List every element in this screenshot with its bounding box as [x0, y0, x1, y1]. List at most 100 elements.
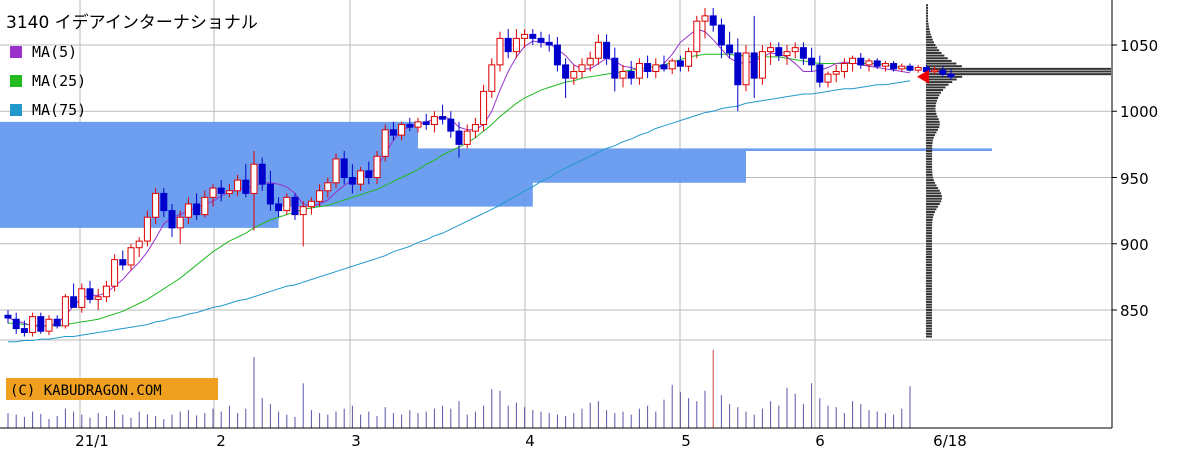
candle-body: [693, 20, 701, 53]
candle-body: [701, 15, 709, 22]
y-tick-label: 850: [1120, 302, 1149, 320]
candle-body: [635, 63, 643, 79]
profile-bar: [926, 41, 934, 44]
candle-body: [193, 203, 201, 216]
candle-body: [496, 37, 504, 66]
candle-body: [644, 63, 652, 72]
candle-body: [12, 318, 20, 330]
candle-body: [439, 116, 447, 120]
profile-bar: [926, 134, 935, 137]
profile-bar: [926, 224, 933, 227]
profile-bar: [926, 62, 957, 65]
y-tick-label: 1000: [1120, 103, 1158, 121]
candle-body: [357, 170, 365, 185]
candle-body: [70, 296, 78, 308]
profile-bar: [926, 293, 932, 296]
profile-bar: [926, 22, 929, 25]
candle-body: [578, 64, 586, 72]
candle-body: [734, 52, 742, 86]
candle-body: [127, 247, 135, 266]
candle-body: [266, 183, 274, 205]
candle-body: [217, 187, 225, 194]
candle-body: [537, 37, 545, 43]
profile-bar: [926, 229, 933, 232]
candle-body: [184, 203, 192, 218]
candle-body: [447, 118, 455, 132]
profile-bar: [926, 112, 937, 115]
profile-bar: [926, 160, 933, 163]
candle-body: [816, 64, 824, 83]
candle-body: [586, 57, 594, 66]
profile-bar: [926, 324, 932, 327]
candle-body: [512, 37, 520, 53]
profile-bar: [926, 242, 933, 245]
candle-body: [717, 24, 725, 46]
candle-body: [307, 200, 315, 208]
profile-bar: [926, 250, 933, 253]
candle-body: [29, 316, 37, 334]
profile-bar: [926, 221, 933, 224]
candle-body: [225, 190, 233, 194]
candle-body: [234, 179, 242, 192]
candle-body: [332, 158, 340, 184]
candle-body: [832, 71, 840, 75]
candle-body: [398, 124, 406, 136]
profile-bar: [926, 163, 933, 166]
profile-bar: [926, 266, 932, 269]
candle-body: [480, 90, 488, 125]
candle-body: [873, 60, 881, 67]
profile-bar: [926, 208, 937, 211]
x-tick-label: 5: [681, 432, 691, 450]
candle-body: [389, 129, 397, 136]
profile-bar: [926, 155, 933, 158]
profile-bar: [926, 4, 928, 7]
candle-body: [726, 44, 734, 54]
profile-bar: [926, 303, 932, 306]
profile-bar: [926, 287, 932, 290]
candle-body: [430, 116, 438, 126]
candle-body: [143, 216, 151, 242]
legend-label-ma5: MA(5): [32, 43, 77, 61]
candle-body: [570, 71, 578, 79]
candle-body: [529, 33, 537, 39]
profile-bar: [926, 282, 932, 285]
candle-body: [824, 73, 832, 83]
profile-bar: [926, 67, 1111, 70]
profile-bar: [926, 70, 1111, 73]
profile-bar: [926, 128, 939, 131]
profile-bar: [926, 51, 942, 54]
y-tick-label: 900: [1120, 236, 1149, 254]
profile-bar: [926, 319, 932, 322]
profile-bar: [926, 330, 932, 333]
profile-bar: [926, 54, 945, 57]
candle-body: [471, 124, 479, 132]
profile-bar: [926, 240, 933, 243]
legend-swatch-ma5: [10, 46, 22, 58]
candle-body: [86, 288, 94, 300]
candle-body: [939, 69, 947, 75]
candle-body: [61, 296, 69, 327]
copyright-badge: (C) KABUDRAGON.COM: [6, 378, 218, 400]
profile-bar: [926, 120, 940, 123]
ma75-line: [8, 80, 911, 343]
candle-body: [365, 170, 373, 178]
candle-body: [849, 57, 857, 65]
candle-body: [947, 73, 955, 78]
candle-body: [898, 65, 906, 70]
profile-bar: [926, 277, 932, 280]
candle-body: [348, 177, 356, 185]
volume-profile: [926, 4, 1111, 338]
candle-body: [488, 64, 496, 92]
profile-bar: [926, 261, 932, 264]
candle-body: [201, 196, 209, 216]
profile-bar: [926, 189, 940, 192]
candle-body: [767, 47, 775, 53]
profile-bar: [926, 6, 928, 9]
profile-bar: [926, 30, 931, 33]
profile-bar: [926, 203, 940, 205]
candle-body: [250, 163, 258, 194]
profile-bar: [926, 91, 942, 94]
candle-body: [504, 37, 512, 53]
profile-bar: [926, 171, 933, 174]
